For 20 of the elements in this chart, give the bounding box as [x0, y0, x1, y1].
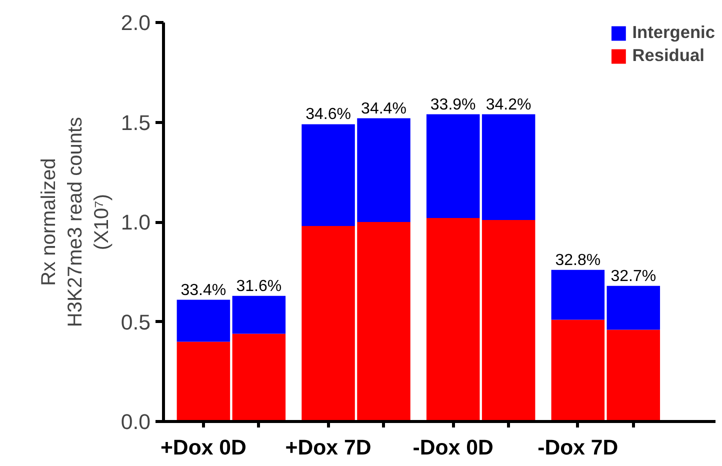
legend-label: Residual: [632, 45, 704, 66]
y-tick-label: 1.5: [120, 110, 151, 135]
annotation: 33.4%: [180, 282, 226, 299]
x-tick-label: -Dox 0D: [412, 436, 494, 460]
annotation: 32.8%: [555, 252, 601, 269]
y-tick-label: 1.0: [120, 210, 151, 234]
y-tick-label: 0.0: [120, 410, 151, 434]
x-tick-label: +Dox 0D: [160, 436, 246, 460]
annotation: 33.9%: [430, 96, 476, 114]
legend-label: Intergenic: [632, 22, 715, 43]
y-tick-label: 2.0: [120, 11, 151, 35]
x-tick-label: +Dox 7D: [285, 436, 372, 460]
y-axis-title: Rx normalized H3K27me3 read counts (X10⁷): [38, 116, 113, 328]
annotation: 32.7%: [610, 268, 656, 285]
annotation: 34.2%: [486, 96, 532, 114]
annotation: 34.4%: [361, 100, 406, 118]
x-tick-label: -Dox 7D: [538, 436, 618, 460]
y-tick-label: 0.5: [120, 310, 151, 334]
annotation: 31.6%: [236, 278, 282, 295]
annotation: 34.6%: [306, 106, 351, 124]
